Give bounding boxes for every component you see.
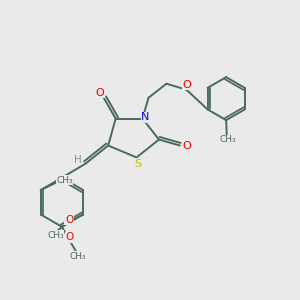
Text: O: O	[182, 141, 191, 151]
Text: O: O	[96, 88, 104, 98]
Text: CH₃: CH₃	[69, 252, 86, 261]
Text: O: O	[183, 80, 191, 90]
Text: H: H	[74, 155, 81, 165]
Text: CH₃: CH₃	[56, 176, 73, 185]
Text: O: O	[65, 215, 73, 225]
Text: CH₃: CH₃	[220, 135, 236, 144]
Text: O: O	[65, 232, 74, 242]
Text: N: N	[141, 112, 150, 122]
Text: S: S	[134, 159, 142, 169]
Text: CH₃: CH₃	[47, 231, 64, 240]
